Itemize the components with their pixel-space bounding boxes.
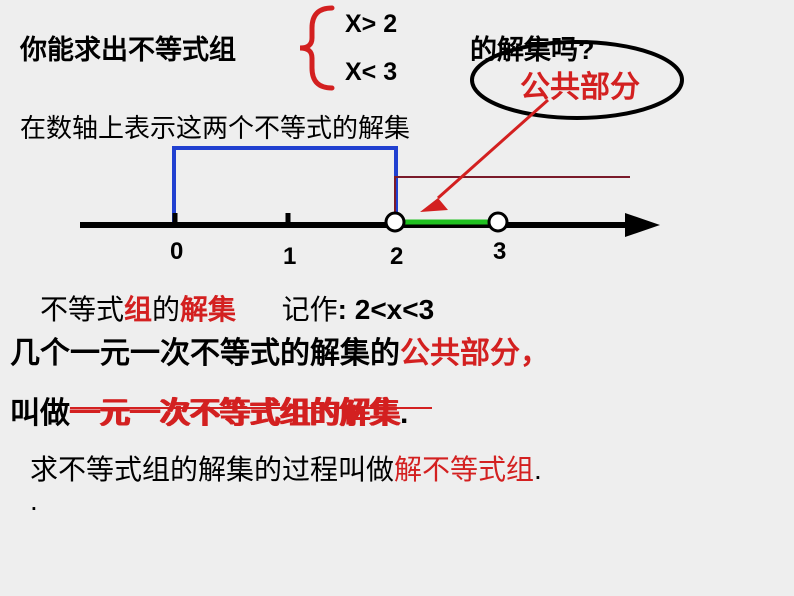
l3-d: 解集 [180,294,236,325]
line6: 求不等式组的解集的过程叫做解不等式组. [30,448,542,488]
l6-c: . [534,454,542,485]
l3-e: 记作 [282,294,338,325]
open-circle-2 [386,213,404,231]
l4-a: 几个一元一次不等式的解集的 [10,337,400,370]
maroon-bracket [395,177,630,222]
axis-label-3: 3 [493,238,506,266]
l3-c: 的 [152,294,180,325]
l3-f: : 2<x<3 [338,294,435,325]
axis-label-1: 1 [283,243,296,271]
axis-label-2: 2 [390,243,403,271]
l6-a: 求不等式组的解集的过程叫做 [30,454,394,485]
red-arrow-head [420,198,448,212]
red-arrow-line [438,100,548,198]
l6-b: 解不等式组 [394,454,534,485]
line5: 叫做一元一次不等式组的解集. [10,388,408,432]
l3-a: 不等式 [40,294,124,325]
l5-c: . [400,397,408,430]
l4-b: 公共部分， [400,337,550,370]
blue-bracket [174,148,396,222]
l3-b: 组 [124,294,152,325]
axis-label-0: 0 [170,238,183,266]
open-circle-3 [489,213,507,231]
line6-dot: . [30,485,38,517]
line3: 不等式组的解集 记作: 2<x<3 [40,288,434,328]
axis-arrowhead [625,213,660,237]
l5-b: 一元一次不等式组的解集 [70,397,400,430]
line4: 几个一元一次不等式的解集的公共部分， [10,328,550,372]
l5-a: 叫做 [10,397,70,430]
